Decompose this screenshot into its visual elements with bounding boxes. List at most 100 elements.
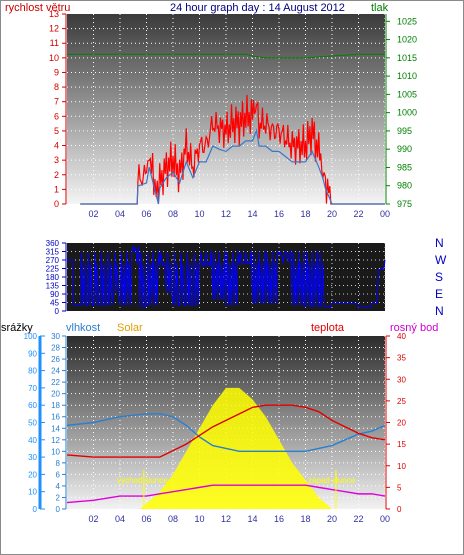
x-tick-label: 12 bbox=[221, 209, 231, 219]
temp-tick-label: 20 bbox=[397, 419, 406, 428]
pressure-tick-label: 1020 bbox=[397, 35, 417, 45]
x-tick-label: 06 bbox=[141, 209, 151, 219]
pressure-tick-label: 975 bbox=[397, 199, 412, 209]
compass-label: E bbox=[435, 287, 443, 301]
temp-tick-label: 10 bbox=[397, 462, 406, 471]
rain-tick-label: 40 bbox=[28, 436, 37, 445]
wind-tick-label: 11 bbox=[50, 38, 59, 48]
pressure-tick-label: 1025 bbox=[397, 16, 417, 26]
wind-tick-label: 7 bbox=[54, 97, 59, 107]
wind-tick-label: 4 bbox=[54, 141, 59, 151]
x-tick-label: 10 bbox=[194, 514, 204, 524]
dewpoint-axis-label: rosný bod bbox=[390, 322, 438, 334]
solar-label: Solar bbox=[117, 322, 143, 334]
humidity-tick-label: 16 bbox=[51, 413, 60, 422]
pressure-tick-label: 1000 bbox=[397, 108, 417, 118]
wind-average-line bbox=[80, 128, 385, 205]
compass-label: N bbox=[435, 304, 444, 318]
dewpoint-line bbox=[66, 484, 386, 504]
x-tick-label: 14 bbox=[247, 209, 257, 219]
sunrise-annotation: východ slunce bbox=[117, 476, 168, 485]
direction-tick-label: 270 bbox=[46, 256, 60, 265]
humidity-tick-label: 4 bbox=[56, 482, 61, 491]
wind-tick-label: 0 bbox=[54, 199, 59, 209]
x-tick-label: 20 bbox=[327, 514, 337, 524]
humidity-tick-label: 24 bbox=[51, 367, 60, 376]
wind-pressure-panel bbox=[67, 14, 385, 204]
temp-tick-label: 35 bbox=[397, 354, 406, 363]
wind-tick-label: 8 bbox=[54, 82, 59, 92]
pressure-tick-label: 1005 bbox=[397, 89, 417, 99]
direction-tick-label: 90 bbox=[50, 290, 59, 299]
x-tick-label: 00 bbox=[380, 514, 390, 524]
direction-tick-label: 0 bbox=[55, 307, 60, 316]
humidity-tick-label: 0 bbox=[56, 505, 61, 514]
rain-tick-label: 70 bbox=[28, 384, 37, 393]
x-tick-label: 06 bbox=[141, 514, 151, 524]
rain-axis-label: srážky bbox=[1, 322, 33, 334]
rain-tick-label: 60 bbox=[28, 401, 37, 410]
wind-tick-label: 10 bbox=[49, 53, 59, 63]
direction-tick-label: 45 bbox=[50, 299, 59, 308]
humidity-tick-label: 18 bbox=[51, 401, 60, 410]
direction-tick-label: 315 bbox=[46, 248, 60, 257]
humidity-tick-label: 8 bbox=[56, 459, 61, 468]
rain-tick-label: 10 bbox=[28, 488, 37, 497]
wind-tick-label: 6 bbox=[54, 111, 59, 121]
x-tick-label: 08 bbox=[168, 514, 178, 524]
rain-tick-label: 80 bbox=[28, 367, 37, 376]
x-tick-label: 16 bbox=[274, 514, 284, 524]
x-tick-label: 04 bbox=[115, 209, 125, 219]
temperature-line bbox=[66, 404, 386, 458]
pressure-tick-label: 985 bbox=[397, 162, 412, 172]
compass-label: N bbox=[435, 236, 444, 250]
wind-tick-label: 3 bbox=[54, 155, 59, 165]
rain-tick-label: 30 bbox=[28, 453, 37, 462]
x-tick-label: 02 bbox=[88, 514, 98, 524]
pressure-tick-label: 980 bbox=[397, 181, 412, 191]
x-tick-label: 14 bbox=[247, 514, 257, 524]
pressure-tick-label: 1015 bbox=[397, 53, 417, 63]
x-tick-label: 16 bbox=[274, 209, 284, 219]
temp-tick-label: 0 bbox=[397, 505, 402, 514]
pressure-line bbox=[67, 53, 385, 59]
x-tick-label: 08 bbox=[168, 209, 178, 219]
humidity-tick-label: 26 bbox=[51, 355, 60, 364]
humidity-tick-label: 6 bbox=[56, 470, 61, 479]
pressure-axis-label: tlak bbox=[371, 2, 389, 14]
humidity-tick-label: 30 bbox=[51, 332, 60, 341]
rain-tick-label: 100 bbox=[24, 332, 38, 341]
direction-tick-label: 135 bbox=[46, 282, 60, 291]
humidity-axis-label: vlhkost bbox=[66, 322, 100, 334]
wind-tick-label: 9 bbox=[54, 67, 59, 77]
direction-tick-label: 180 bbox=[46, 273, 60, 282]
x-tick-label: 18 bbox=[300, 209, 310, 219]
humidity-tick-label: 10 bbox=[51, 447, 60, 456]
sunset-annotation: západ slunce bbox=[308, 476, 356, 485]
humidity-tick-label: 28 bbox=[51, 344, 60, 353]
temp-tick-label: 15 bbox=[397, 440, 406, 449]
humidity-line bbox=[66, 413, 386, 453]
x-tick-label: 22 bbox=[353, 209, 363, 219]
rain-tick-label: 0 bbox=[33, 505, 38, 514]
wind-axis-label: rychlost větru bbox=[5, 2, 70, 14]
x-tick-label: 20 bbox=[327, 209, 337, 219]
temperature-axis-label: teplota bbox=[311, 322, 345, 334]
x-tick-label: 22 bbox=[353, 514, 363, 524]
wind-direction-line bbox=[67, 244, 386, 309]
temp-tick-label: 40 bbox=[397, 332, 406, 341]
compass-label: W bbox=[435, 253, 447, 267]
humidity-tick-label: 20 bbox=[51, 390, 60, 399]
graph-title: 24 hour graph day : 14 August 2012 bbox=[170, 2, 345, 14]
wind-tick-label: 5 bbox=[54, 126, 59, 136]
rain-tick-label: 20 bbox=[28, 470, 37, 479]
solar-area bbox=[139, 387, 332, 509]
x-tick-label: 04 bbox=[115, 514, 125, 524]
temp-tick-label: 30 bbox=[397, 375, 406, 384]
humidity-tick-label: 22 bbox=[51, 378, 60, 387]
x-tick-label: 12 bbox=[221, 514, 231, 524]
humidity-tick-label: 14 bbox=[51, 424, 60, 433]
pressure-tick-label: 995 bbox=[397, 126, 412, 136]
rain-tick-label: 90 bbox=[28, 349, 37, 358]
